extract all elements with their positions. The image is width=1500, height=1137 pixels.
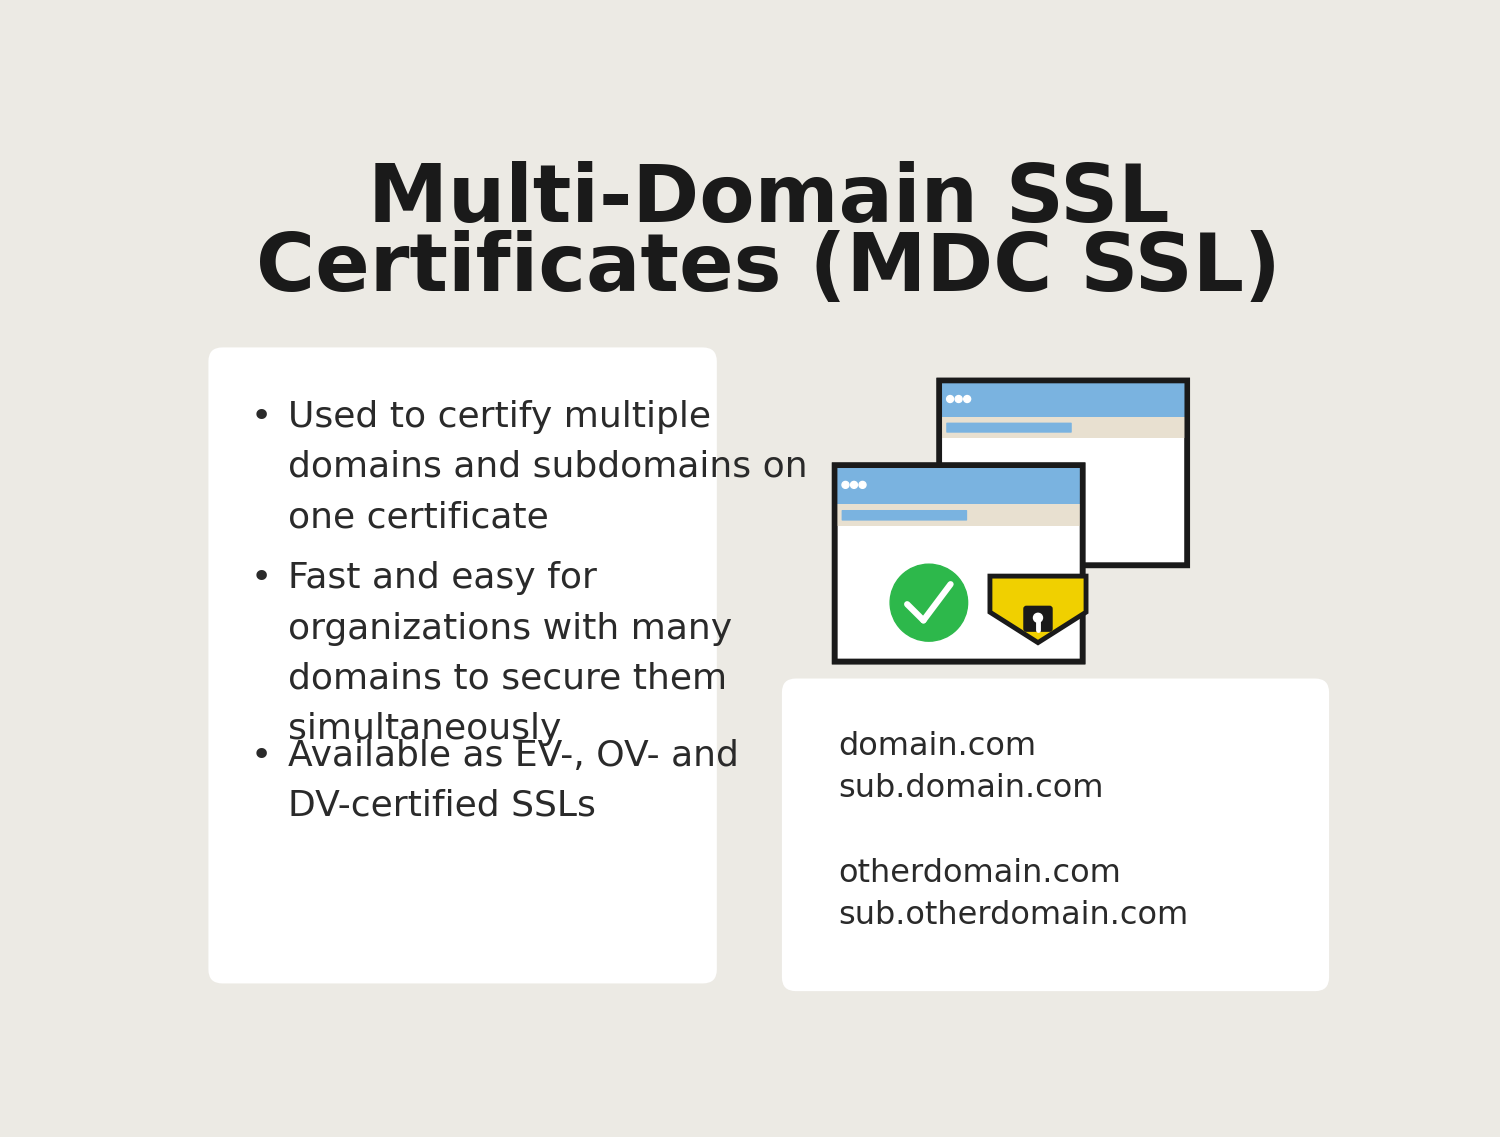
Text: Multi-Domain SSL: Multi-Domain SSL (368, 160, 1170, 239)
Text: sub.domain.com: sub.domain.com (839, 773, 1104, 804)
Bar (939, 417, 1188, 438)
Circle shape (1034, 613, 1042, 622)
Text: •: • (251, 562, 272, 596)
Text: sub.otherdomain.com: sub.otherdomain.com (839, 901, 1188, 931)
FancyBboxPatch shape (946, 423, 1072, 433)
Bar (834, 465, 1083, 505)
Bar (939, 381, 1188, 417)
Circle shape (956, 396, 962, 402)
Circle shape (850, 481, 858, 488)
FancyBboxPatch shape (842, 511, 968, 521)
Text: •: • (251, 739, 272, 772)
FancyBboxPatch shape (782, 679, 1329, 991)
FancyBboxPatch shape (834, 465, 1083, 662)
Text: Used to certify multiple
domains and subdomains on
one certificate: Used to certify multiple domains and sub… (288, 400, 808, 534)
FancyBboxPatch shape (939, 381, 1188, 565)
Text: Available as EV-, OV- and
DV-certified SSLs: Available as EV-, OV- and DV-certified S… (288, 739, 740, 823)
Circle shape (946, 396, 954, 402)
Text: •: • (251, 400, 272, 434)
Circle shape (890, 564, 968, 641)
Text: otherdomain.com: otherdomain.com (839, 858, 1122, 889)
Text: domain.com: domain.com (839, 731, 1036, 762)
Circle shape (859, 481, 865, 488)
FancyBboxPatch shape (1023, 606, 1053, 632)
FancyBboxPatch shape (209, 348, 717, 984)
Polygon shape (990, 576, 1086, 642)
Text: Certificates (MDC SSL): Certificates (MDC SSL) (256, 230, 1281, 308)
Bar (834, 505, 1083, 526)
Circle shape (963, 396, 970, 402)
Text: Fast and easy for
organizations with many
domains to secure them
simultaneously: Fast and easy for organizations with man… (288, 562, 732, 746)
Circle shape (842, 481, 849, 488)
